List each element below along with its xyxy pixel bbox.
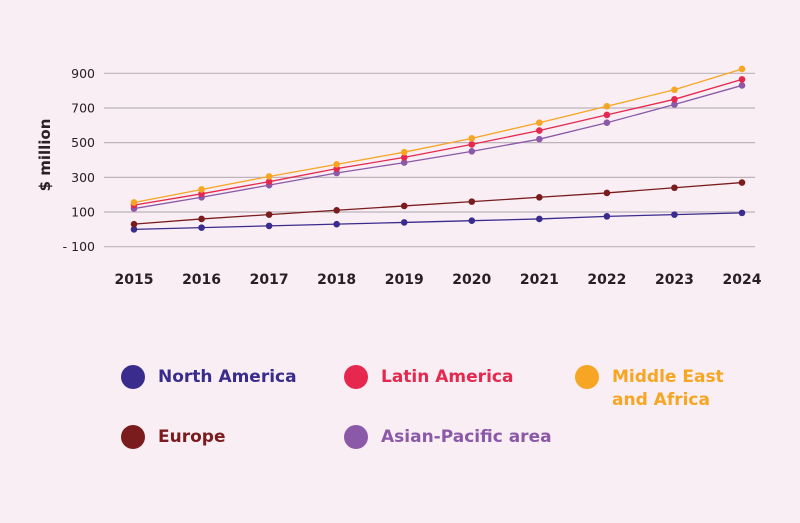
series-line — [133, 212, 743, 231]
y-axis-title: $ million — [36, 119, 54, 192]
y-tick-label: 500 — [71, 135, 95, 150]
data-point — [738, 82, 746, 89]
x-axis-ticks: 2015 2016 2017 2018 2019 2020 2021 2022 2023 2024 — [115, 272, 762, 288]
y-tick-label: - 100 — [63, 239, 95, 254]
data-point — [468, 198, 476, 205]
x-tick-label: 2015 — [115, 272, 154, 288]
data-point — [603, 119, 611, 127]
data-point — [130, 220, 138, 228]
data-point — [536, 215, 543, 223]
data-point — [265, 178, 273, 185]
data-point — [536, 135, 543, 143]
data-point — [265, 211, 273, 218]
series-europe — [130, 179, 746, 228]
x-tick-label: 2020 — [452, 272, 491, 288]
x-tick-label: 2024 — [723, 272, 762, 288]
series-asian-pacific-area — [130, 82, 746, 212]
x-tick-label: 2017 — [250, 272, 289, 288]
series-middle-east-and-africa — [130, 65, 746, 206]
data-point — [265, 222, 273, 230]
series-line — [133, 84, 743, 210]
data-point — [671, 211, 678, 218]
x-tick-label: 2022 — [587, 272, 626, 288]
data-point — [536, 119, 543, 127]
data-point — [536, 127, 543, 134]
x-tick-label: 2018 — [317, 272, 356, 288]
data-point — [198, 215, 205, 223]
data-point — [468, 135, 476, 142]
x-tick-label: 2019 — [385, 272, 424, 288]
data-point — [468, 141, 476, 148]
data-point — [400, 202, 408, 210]
y-tick-label: 700 — [71, 100, 95, 115]
data-point — [198, 186, 205, 193]
data-point — [671, 101, 678, 108]
data-point — [468, 217, 476, 224]
data-point — [265, 173, 273, 180]
series-line — [133, 181, 743, 225]
series-north-america — [130, 209, 746, 233]
x-tick-label: 2021 — [520, 272, 559, 288]
data-point — [738, 209, 746, 217]
data-point — [400, 148, 408, 156]
data-point — [603, 213, 611, 220]
data-point — [738, 76, 746, 83]
series-layer — [130, 65, 746, 233]
data-point — [333, 206, 340, 214]
data-point — [671, 86, 678, 94]
x-tick-label: 2016 — [182, 272, 221, 288]
data-point — [198, 224, 205, 231]
y-tick-label: 100 — [71, 205, 95, 220]
y-axis-ticks: 900 700 500 300 100 - 100 — [63, 66, 95, 254]
data-point — [400, 159, 408, 166]
data-point — [603, 189, 611, 197]
y-tick-label: 300 — [71, 170, 95, 185]
data-point — [603, 111, 611, 119]
data-point — [738, 65, 746, 73]
data-point — [333, 161, 340, 168]
series-line — [133, 78, 743, 206]
data-point — [130, 199, 138, 206]
series-line — [133, 68, 743, 204]
grid-lines — [104, 72, 755, 248]
data-point — [536, 193, 543, 201]
data-point — [468, 148, 476, 155]
data-point — [738, 179, 746, 186]
data-point — [603, 102, 611, 110]
data-point — [333, 220, 340, 228]
x-tick-label: 2023 — [655, 272, 694, 288]
y-tick-label: 900 — [71, 66, 95, 81]
data-point — [400, 154, 408, 161]
data-point — [671, 96, 678, 103]
data-point — [130, 226, 138, 233]
data-point — [400, 219, 408, 226]
data-point — [671, 184, 678, 192]
